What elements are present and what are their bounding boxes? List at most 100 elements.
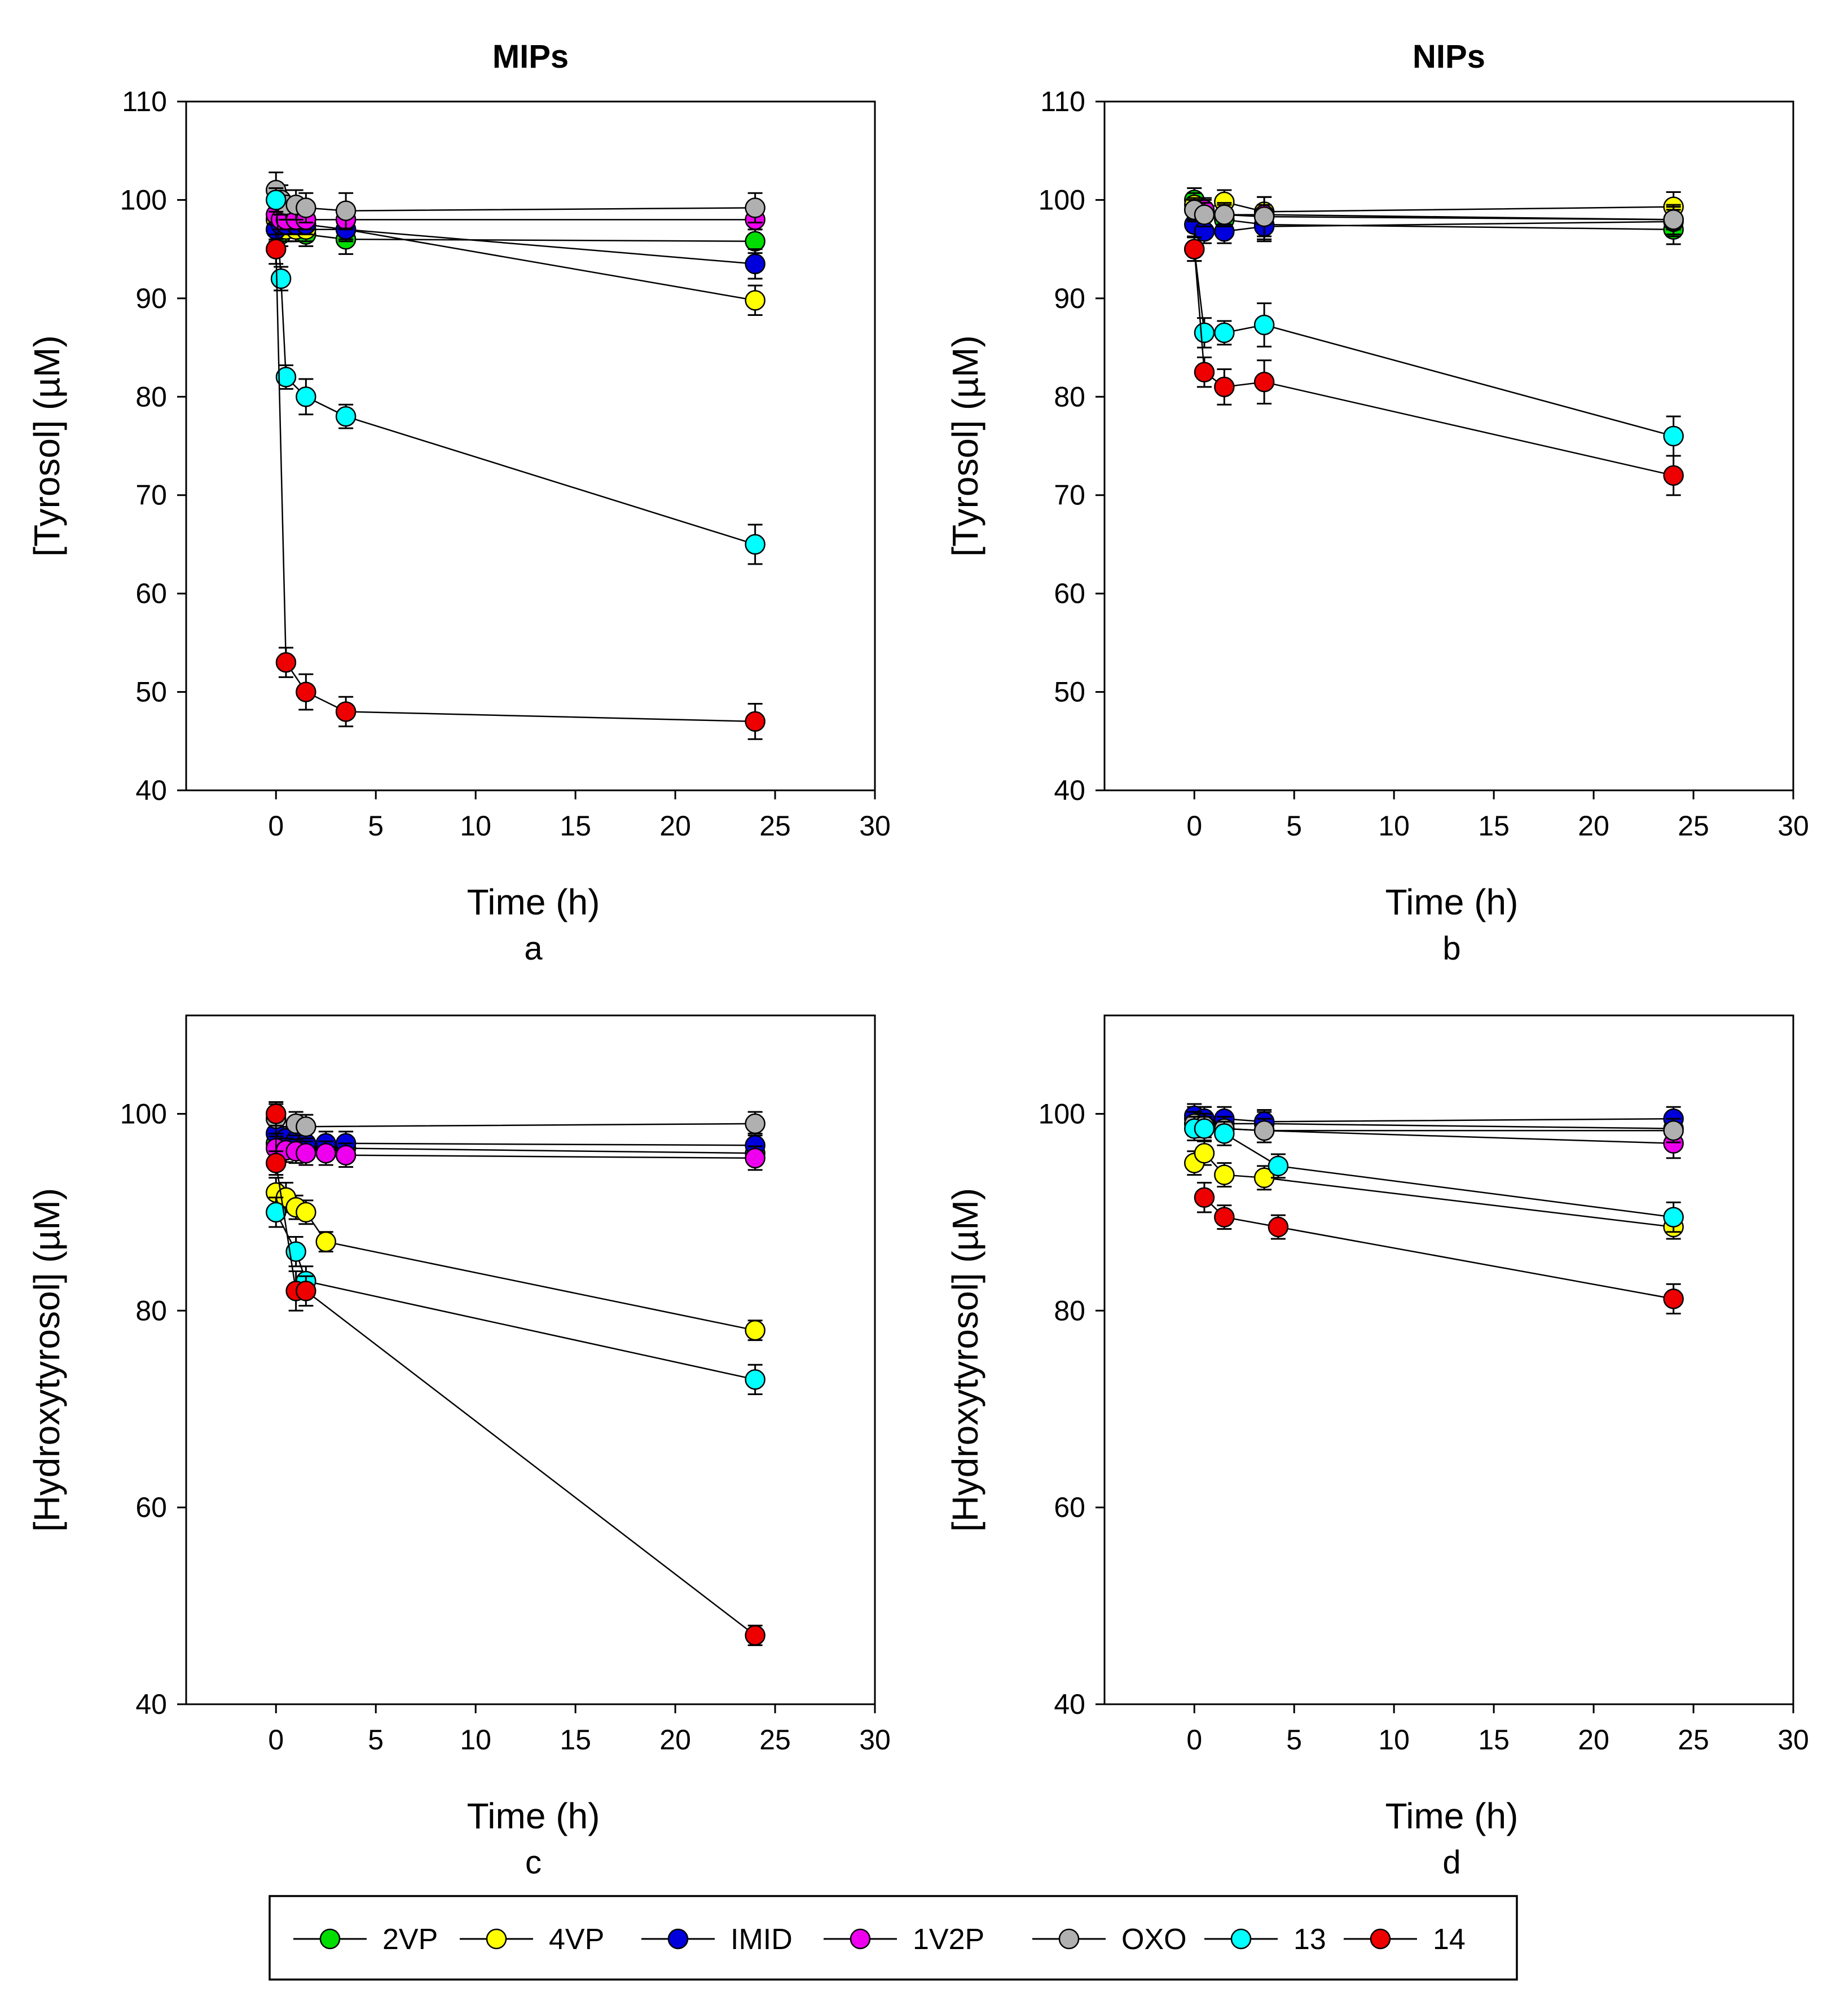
data-point [266, 1202, 287, 1223]
panel-title: NIPs [1413, 38, 1485, 75]
data-point [335, 1145, 357, 1165]
legend-entry-OXO: OXO [1032, 1923, 1187, 1956]
x-tick-label: 0 [268, 1724, 284, 1756]
data-point [745, 534, 765, 555]
data-point [1253, 1120, 1275, 1141]
data-point [296, 1142, 316, 1164]
data-point [745, 290, 765, 311]
x-axis-label: Time (h) [1385, 1796, 1519, 1836]
data-point [296, 681, 316, 702]
legend-marker [1230, 1928, 1252, 1950]
series-13 [266, 1197, 765, 1396]
series-14 [266, 233, 765, 740]
y-tick-label: 110 [122, 86, 167, 117]
y-tick-label: 40 [1054, 775, 1085, 806]
x-tick-label: 20 [659, 810, 691, 842]
y-tick-label: 60 [135, 1492, 167, 1523]
series-14 [266, 1101, 765, 1646]
data-point [745, 253, 765, 275]
data-point [1663, 465, 1684, 486]
plot-frame [1103, 1014, 1794, 1705]
data-point [1194, 362, 1215, 382]
series-line [1204, 1197, 1674, 1300]
data-point [1663, 209, 1684, 230]
y-tick-label: 110 [1040, 86, 1085, 117]
data-point [1663, 1288, 1684, 1309]
x-tick-label: 0 [1186, 1724, 1202, 1756]
data-point [745, 197, 765, 218]
x-tick-label: 5 [1286, 810, 1302, 842]
chart-panel-a: MIPs 0 5 10 15 20 25 30 40 50 60 70 80 90 100 110 Time (… [27, 38, 891, 967]
data-point [745, 1113, 765, 1134]
data-point [275, 367, 297, 388]
x-tick-label: 25 [1678, 810, 1709, 842]
data-point [745, 1369, 765, 1390]
series-14 [1194, 1182, 1684, 1315]
data-point [1663, 425, 1684, 447]
y-axis-label: [Hydroxytyrosol] (µM) [945, 1188, 985, 1532]
legend-label: OXO [1121, 1923, 1187, 1956]
y-tick-label: 60 [1054, 578, 1085, 609]
data-point [1253, 371, 1275, 393]
panel-letter: d [1442, 1844, 1460, 1881]
series-line [1194, 249, 1674, 477]
y-tick-label: 90 [1054, 283, 1085, 314]
data-point [1253, 314, 1275, 336]
series-OXO [1184, 196, 1684, 237]
x-tick-label: 10 [460, 810, 491, 842]
legend-box [269, 1895, 1518, 1981]
legend-entry-2VP: 2VP [293, 1923, 438, 1956]
x-tick-label: 5 [368, 1724, 384, 1756]
legend: 2VP 4VP IMID 1V2P OXO 13 14 [269, 1895, 1518, 1981]
plot-frame [185, 1014, 876, 1705]
y-tick-label: 50 [135, 676, 167, 708]
x-tick-label: 30 [859, 1724, 891, 1756]
x-tick-label: 5 [368, 810, 384, 842]
data-point [270, 268, 292, 289]
data-point [315, 1142, 336, 1164]
y-axis-label: [Tyrosol] (µM) [945, 335, 985, 556]
x-axis-label: Time (h) [467, 882, 600, 922]
data-point [1268, 1155, 1289, 1177]
legend-marker [850, 1928, 871, 1950]
x-axis-label: Time (h) [1385, 882, 1519, 922]
legend-entry-1V2P: 1V2P [824, 1923, 984, 1956]
data-point [296, 1281, 316, 1301]
panel-title: MIPs [492, 38, 569, 75]
x-axis-label: Time (h) [467, 1796, 600, 1836]
x-tick-label: 10 [1378, 1724, 1410, 1756]
legend-entry-4VP: 4VP [460, 1923, 604, 1956]
panel-letter: b [1442, 930, 1460, 967]
legend-label: IMID [731, 1923, 793, 1956]
x-tick-label: 10 [1378, 810, 1410, 842]
x-tick-label: 25 [759, 810, 791, 842]
x-tick-label: 20 [1578, 1724, 1609, 1756]
data-point [266, 190, 287, 210]
data-point [1214, 204, 1235, 225]
legend-label: 13 [1293, 1923, 1326, 1956]
series-line [275, 1118, 755, 1128]
data-point [1194, 1118, 1215, 1139]
x-tick-label: 5 [1286, 1724, 1302, 1756]
data-point [745, 1320, 765, 1341]
x-tick-label: 15 [1478, 810, 1510, 842]
series-OXO [266, 1103, 765, 1140]
data-point [1214, 1164, 1235, 1185]
y-tick-label: 80 [135, 1295, 167, 1326]
legend-entry-14: 14 [1344, 1923, 1466, 1956]
data-point [745, 711, 765, 732]
y-tick-label: 60 [1054, 1492, 1085, 1523]
x-tick-label: 30 [1777, 1724, 1809, 1756]
series-14 [1184, 236, 1684, 496]
series-13 [1184, 1116, 1684, 1233]
data-point [296, 386, 316, 407]
data-point [1268, 1216, 1289, 1238]
data-point [296, 1202, 316, 1223]
x-tick-label: 0 [268, 810, 284, 842]
legend-label: 2VP [382, 1923, 438, 1956]
data-point [1214, 1207, 1235, 1228]
x-tick-label: 15 [560, 1724, 591, 1756]
chart-panel-d: 0 5 10 15 20 25 30 40 60 80 100 Time (h) [Hydroxytyr… [945, 1014, 1809, 1881]
x-tick-label: 20 [1578, 810, 1609, 842]
